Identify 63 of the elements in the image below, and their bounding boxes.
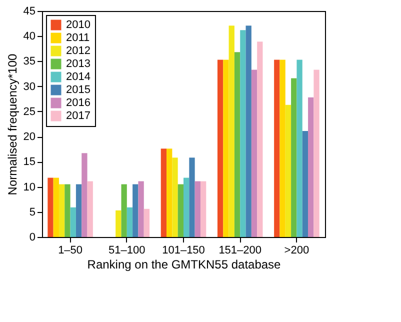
bar bbox=[184, 178, 190, 237]
bar bbox=[166, 148, 172, 237]
bar bbox=[314, 70, 320, 237]
x-tick-label: >200 bbox=[284, 244, 310, 256]
bar bbox=[194, 181, 200, 237]
bar bbox=[217, 60, 224, 237]
bar bbox=[302, 131, 308, 237]
bar bbox=[48, 178, 54, 237]
bar bbox=[280, 60, 286, 237]
bar bbox=[53, 178, 59, 237]
y-axis-title: Normalised frequency*100 bbox=[5, 53, 20, 196]
bar bbox=[285, 104, 292, 237]
legend-label: 2016 bbox=[66, 97, 90, 109]
y-tick-label: 20 bbox=[23, 131, 36, 144]
bar bbox=[291, 78, 297, 237]
bar bbox=[138, 181, 144, 237]
x-tick-label: 51–100 bbox=[108, 244, 146, 256]
bar bbox=[172, 158, 178, 237]
x-tick-label: 151–200 bbox=[218, 244, 262, 256]
bar bbox=[160, 148, 167, 237]
bar bbox=[64, 184, 70, 237]
bar bbox=[76, 184, 82, 237]
bar bbox=[251, 70, 258, 237]
legend-label: 2010 bbox=[66, 19, 90, 31]
y-tick-label: 10 bbox=[23, 181, 36, 194]
y-tick-label: 40 bbox=[23, 30, 36, 43]
bar bbox=[82, 153, 88, 237]
bar bbox=[116, 210, 122, 237]
bar bbox=[70, 207, 76, 237]
bar bbox=[228, 26, 234, 237]
x-tick-label: 101–150 bbox=[162, 244, 205, 256]
bar bbox=[296, 60, 302, 237]
legend-label: 2013 bbox=[66, 58, 90, 70]
bar bbox=[308, 97, 314, 237]
x-axis-title: Ranking on the GMTKN55 database bbox=[87, 258, 282, 272]
bar bbox=[121, 184, 127, 237]
y-tick-label: 0 bbox=[29, 232, 36, 244]
bar bbox=[144, 208, 150, 237]
bar bbox=[189, 158, 195, 237]
bar bbox=[246, 26, 252, 237]
y-tick-label: 35 bbox=[23, 56, 36, 68]
bar bbox=[274, 60, 280, 237]
legend-label: 2017 bbox=[66, 110, 90, 122]
y-tick-label: 25 bbox=[23, 106, 36, 118]
bar bbox=[178, 184, 184, 237]
bar bbox=[223, 60, 229, 237]
bar bbox=[240, 30, 246, 237]
bar bbox=[126, 207, 133, 237]
x-tick-label: 1–50 bbox=[58, 244, 83, 256]
bar bbox=[234, 52, 240, 237]
y-tick-label: 30 bbox=[23, 80, 36, 93]
y-tick-label: 5 bbox=[29, 206, 36, 218]
bar bbox=[58, 184, 65, 237]
legend-label: 2014 bbox=[66, 71, 90, 83]
bar bbox=[257, 42, 263, 237]
y-tick-label: 15 bbox=[23, 156, 36, 168]
legend-label: 2015 bbox=[66, 84, 90, 96]
y-tick-label: 45 bbox=[23, 6, 36, 18]
legend-label: 2012 bbox=[66, 45, 90, 57]
bar bbox=[87, 181, 93, 237]
bar bbox=[132, 184, 138, 237]
bar bbox=[200, 181, 206, 237]
legend-label: 2011 bbox=[66, 32, 90, 44]
